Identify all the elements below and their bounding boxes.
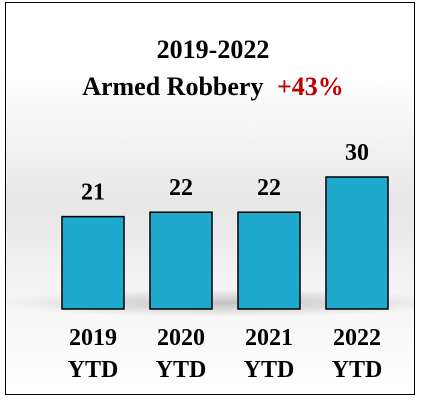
bar-chart: 2019-2022 Armed Robbery +43% 21 22 22 30 20… — [6, 35, 414, 383]
value-labels-group: 21 22 22 30 — [81, 140, 369, 206]
chart-title-change: +43% — [277, 72, 344, 101]
tick-label-2020-year: 2020 — [157, 325, 205, 351]
bar-2021 — [237, 211, 301, 310]
chart-title-line2: Armed Robbery +43% — [82, 72, 344, 101]
tick-label-2022-year: 2022 — [333, 325, 381, 351]
bar-2019 — [61, 215, 125, 310]
tick-label-2021-ytd: YTD — [244, 357, 295, 383]
chart-title-line1: 2019-2022 — [157, 35, 270, 64]
bar-2022 — [325, 176, 389, 310]
value-label-2020: 22 — [169, 175, 193, 201]
tick-label-2019-ytd: YTD — [68, 357, 119, 383]
value-label-2019: 21 — [81, 180, 105, 206]
bars-group — [61, 176, 389, 310]
chart-title-subject: Armed Robbery — [82, 72, 263, 101]
tick-label-2021-year: 2021 — [245, 325, 293, 351]
tick-label-2019-year: 2019 — [69, 325, 117, 351]
tick-labels-group: 2019 YTD 2020 YTD 2021 YTD 2022 YTD — [68, 325, 383, 383]
tick-label-2020-ytd: YTD — [156, 357, 207, 383]
value-label-2022: 30 — [345, 140, 369, 166]
bar-2020 — [149, 211, 213, 310]
chart-frame: 2019-2022 Armed Robbery +43% 21 22 22 30 20… — [5, 2, 415, 395]
tick-label-2022-ytd: YTD — [332, 357, 383, 383]
value-label-2021: 22 — [257, 175, 281, 201]
